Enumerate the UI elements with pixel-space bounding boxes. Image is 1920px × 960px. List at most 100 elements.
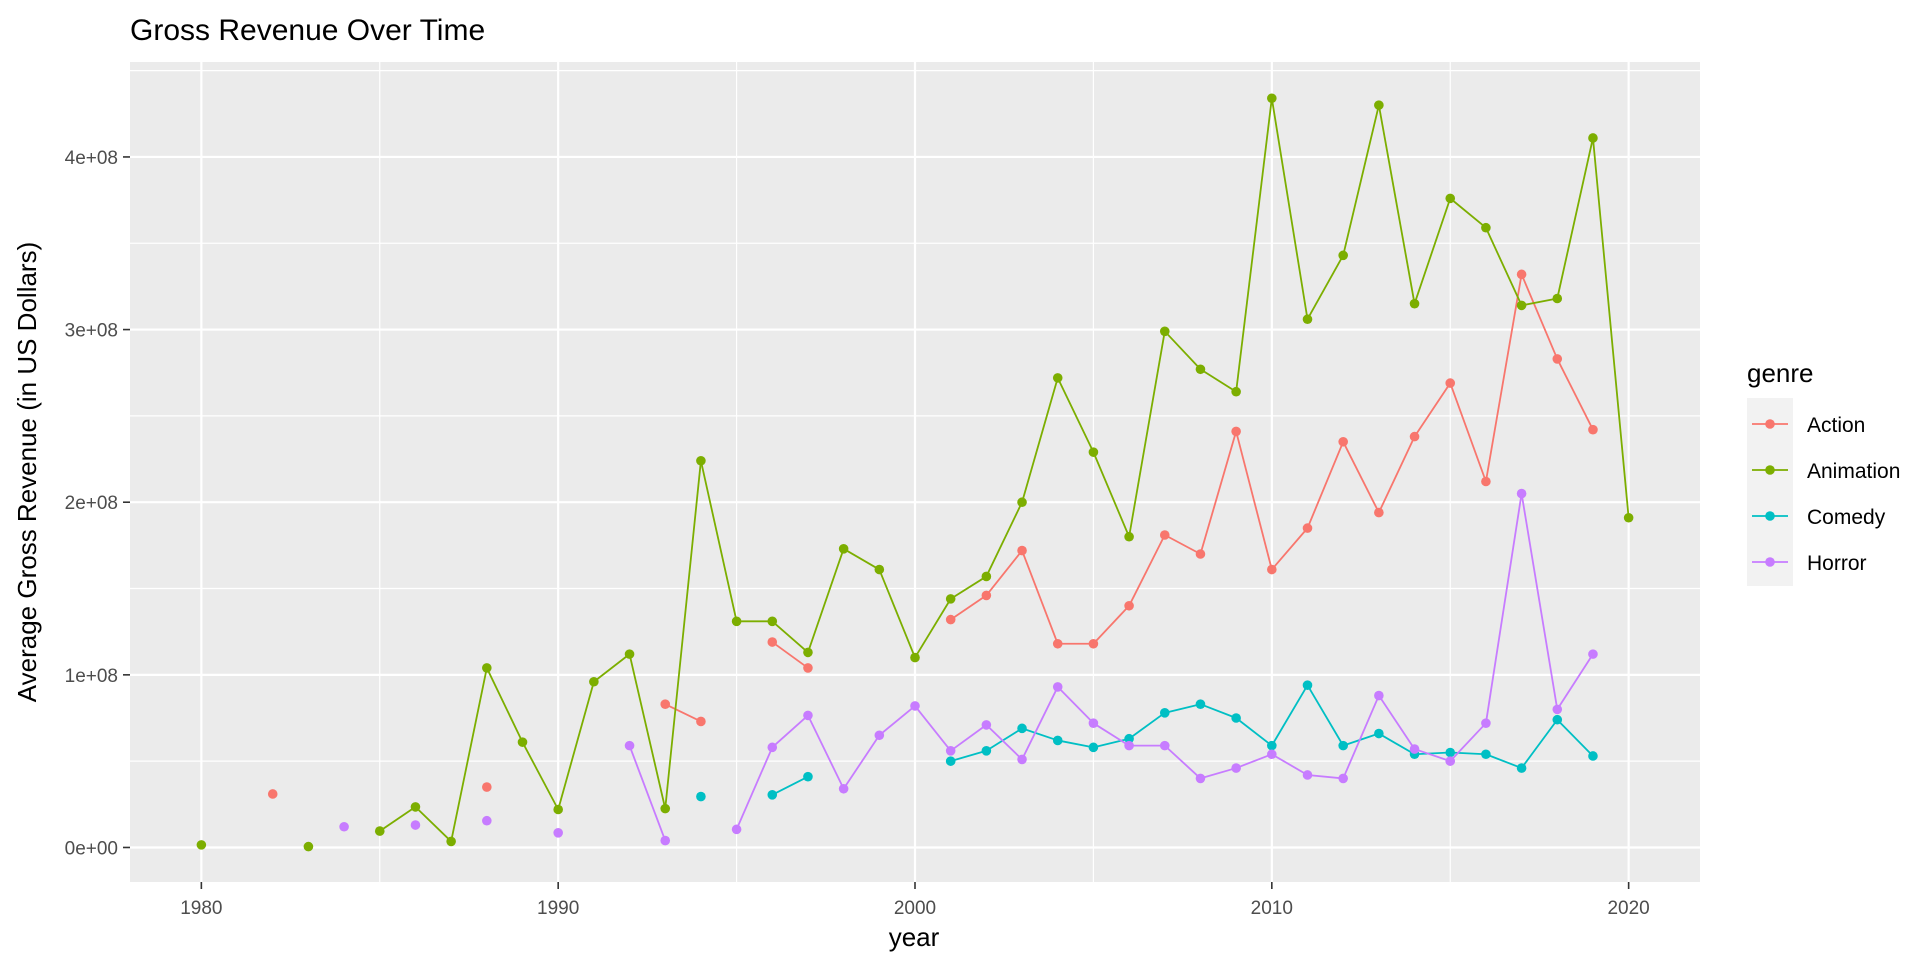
animation-point: [1623, 512, 1634, 523]
horror-point: [767, 742, 778, 753]
series-horror: [339, 488, 1598, 846]
comedy-line-segment: [1235, 717, 1273, 747]
horror-line-segment: [1414, 748, 1451, 763]
action-point: [1588, 424, 1598, 435]
animation-line-segment: [1485, 227, 1523, 306]
legend-label-comedy: Comedy: [1807, 506, 1886, 529]
animation-line-segment: [950, 575, 987, 600]
action-line-segment: [1271, 527, 1309, 571]
horror-point: [838, 783, 849, 794]
x-tick-label: 1980: [180, 898, 222, 919]
horror-point: [410, 820, 421, 830]
animation-point: [981, 571, 992, 582]
animation-line-segment: [1449, 197, 1487, 229]
legend-key-point-horror: [1765, 557, 1775, 567]
horror-point: [1588, 649, 1598, 659]
animation-point: [1017, 497, 1027, 508]
horror-point: [553, 828, 563, 838]
animation-line-segment: [1128, 331, 1166, 537]
animation-point: [1445, 193, 1456, 204]
animation-point: [731, 616, 742, 627]
horror-line-segment: [628, 745, 667, 841]
action-point: [1124, 600, 1134, 611]
x-tick-label: 2010: [1251, 898, 1293, 919]
comedy-line-segment: [1200, 703, 1237, 719]
horror-line-segment: [842, 734, 881, 790]
chart-title: Gross Revenue Over Time: [130, 14, 485, 47]
horror-line-segment: [878, 705, 916, 736]
animation-line-segment: [414, 806, 452, 843]
comedy-line-segment: [1306, 684, 1344, 747]
animation-line-segment: [700, 460, 738, 622]
horror-point: [874, 730, 885, 741]
action-point: [267, 789, 278, 799]
comedy-point: [1124, 733, 1134, 744]
horror-point: [1088, 718, 1099, 728]
legend-key-point-comedy: [1765, 511, 1775, 521]
comedy-point: [1052, 735, 1063, 746]
horror-point: [482, 815, 492, 826]
action-point: [1409, 431, 1420, 442]
x-tick-label: 2000: [894, 898, 936, 919]
horror-point: [339, 821, 349, 832]
animation-point: [838, 544, 849, 554]
series-layer: [196, 93, 1634, 852]
animation-line-segment: [807, 548, 845, 653]
animation-point: [803, 647, 813, 658]
animation-line-segment: [557, 681, 595, 810]
animation-point: [696, 455, 706, 466]
action-point: [945, 614, 956, 625]
action-point: [981, 590, 992, 601]
comedy-line-segment: [1057, 739, 1094, 749]
legend-key-point-animation: [1765, 465, 1775, 475]
horror-point: [1267, 749, 1277, 760]
comedy-line-segment: [1021, 727, 1059, 742]
action-line-segment: [1128, 534, 1166, 607]
animation-point: [1409, 298, 1420, 309]
comedy-line-segment: [1450, 751, 1486, 756]
animation-point: [410, 802, 421, 812]
horror-point: [1124, 740, 1134, 751]
animation-point: [446, 836, 456, 847]
action-line-segment: [1092, 605, 1130, 645]
action-line-segment: [1413, 382, 1451, 438]
comedy-point: [1552, 714, 1563, 725]
action-line-segment: [1306, 441, 1345, 529]
legend-key-background: [1747, 398, 1793, 586]
horror-line-segment: [985, 724, 1023, 761]
y-tick-label: 4e+08: [65, 148, 118, 169]
horror-point: [1445, 756, 1456, 766]
action-point: [1195, 549, 1206, 559]
animation-line-segment: [1199, 368, 1237, 393]
action-line-segment: [771, 641, 809, 669]
animation-point: [1552, 293, 1563, 304]
legend-key-point-action: [1765, 419, 1775, 429]
major-gridlines: [130, 62, 1700, 882]
horror-point: [1302, 770, 1313, 780]
horror-line-segment: [1520, 493, 1559, 710]
action-point: [1445, 378, 1456, 388]
horror-line-segment: [1271, 753, 1308, 776]
comedy-point: [803, 771, 813, 782]
comedy-point: [767, 790, 778, 800]
animation-point: [910, 652, 920, 663]
comedy-line-segment: [950, 749, 987, 763]
animation-point: [1481, 222, 1491, 233]
legend-label-action: Action: [1807, 414, 1865, 437]
horror-line-segment: [735, 746, 774, 830]
y-tick-label: 0e+00: [65, 838, 118, 859]
horror-point: [1052, 682, 1063, 692]
action-point: [1374, 507, 1384, 518]
horror-point: [803, 710, 813, 721]
horror-point: [624, 740, 635, 751]
action-point: [1231, 426, 1241, 437]
horror-point: [1552, 704, 1563, 715]
comedy-line-segment: [1520, 719, 1558, 769]
animation-point: [589, 676, 599, 687]
animation-point: [1588, 133, 1598, 143]
animation-line-segment: [486, 667, 524, 743]
comedy-point: [945, 756, 956, 766]
horror-point: [660, 835, 671, 846]
animation-line-segment: [1521, 297, 1558, 307]
horror-point: [1195, 773, 1206, 784]
